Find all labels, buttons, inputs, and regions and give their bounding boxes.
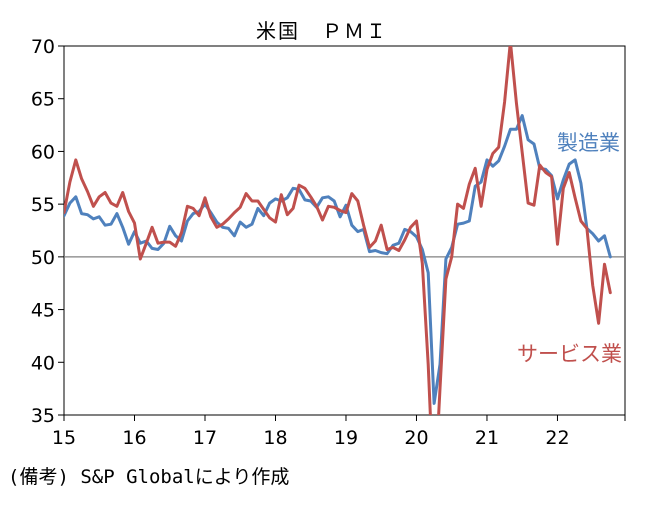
series-label-manufacturing: 製造業: [557, 131, 620, 155]
series-label-services: サービス業: [517, 342, 622, 366]
source-note: (備考) S&P Globalにより作成: [8, 466, 290, 488]
y-tick-label: 45: [31, 300, 55, 322]
y-tick-label: 55: [31, 194, 55, 216]
series-line-services: [64, 46, 612, 415]
y-tick-label: 35: [31, 405, 55, 427]
x-tick-label: 16: [122, 427, 146, 449]
x-tick-label: 22: [545, 427, 569, 449]
y-tick-label: 65: [31, 89, 55, 111]
y-tick-label: 40: [31, 352, 55, 374]
x-tick-label: 21: [475, 427, 499, 449]
y-tick-label: 50: [31, 247, 55, 269]
y-tick-label: 60: [31, 141, 55, 163]
plot-area: [63, 45, 626, 416]
y-tick-label: 70: [31, 36, 55, 58]
x-tick-label: 15: [52, 427, 76, 449]
x-tick-label: 20: [404, 427, 428, 449]
x-tick-label: 17: [193, 427, 217, 449]
x-tick-label: 18: [263, 427, 287, 449]
x-tick-label: 19: [334, 427, 358, 449]
x-axis: 15 16 17 18 19 20 21 22: [52, 415, 626, 449]
chart-title: 米国 ＰＭＩ: [256, 19, 388, 43]
series-layer: [64, 46, 612, 415]
y-axis: 35 40 45 50 55 60 65 70: [31, 36, 64, 427]
pmi-chart: 米国 ＰＭＩ 35 40 45 50 55 60 65 70 15 16 17 18 19 20 21 22…: [31, 19, 626, 449]
